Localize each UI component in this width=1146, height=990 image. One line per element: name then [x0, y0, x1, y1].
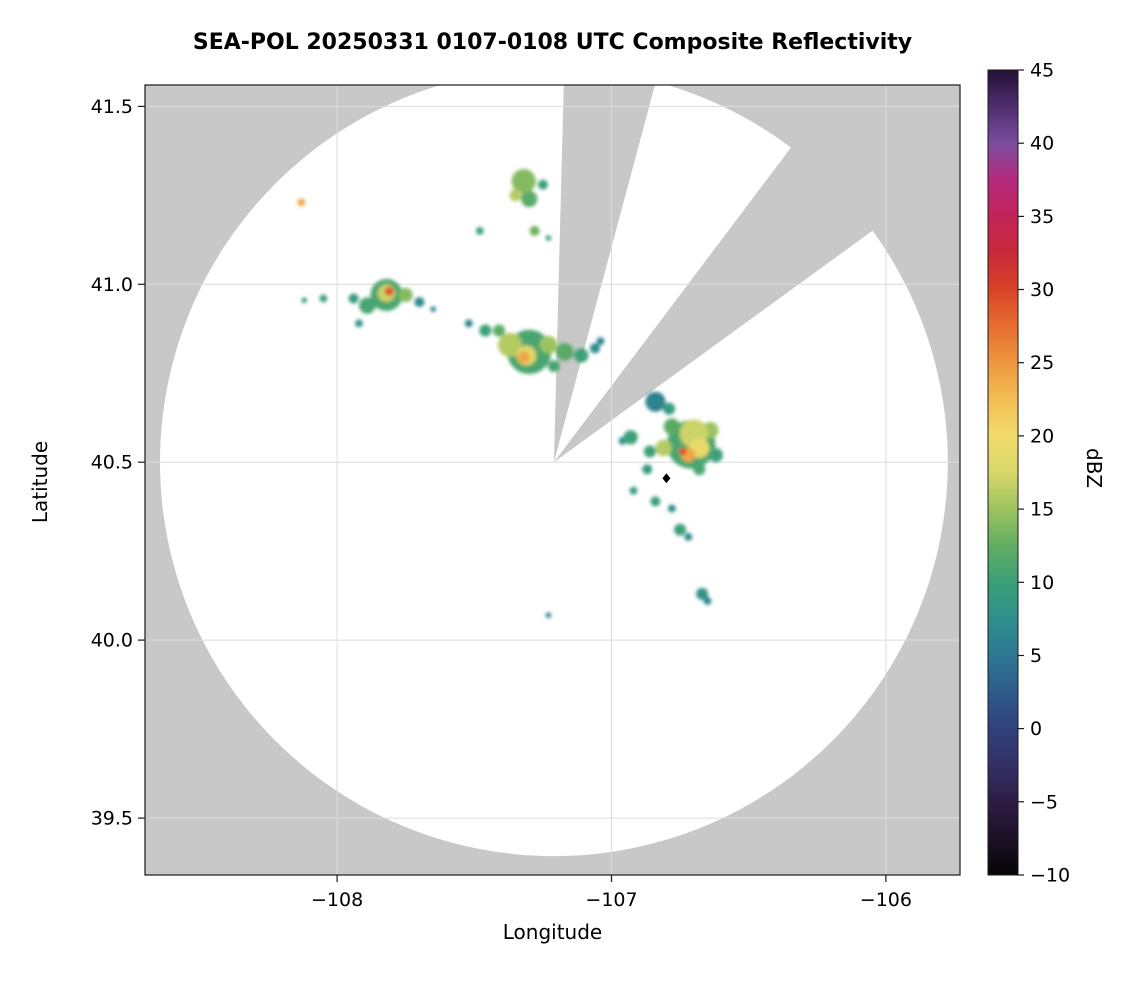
blocked-sector — [553, 85, 655, 463]
colorbar-tick-label: 40 — [1030, 133, 1054, 155]
colorbar-label: dBZ — [1082, 448, 1106, 489]
colorbar-tick-label: 5 — [1030, 645, 1042, 667]
colorbar-tick-label: 45 — [1030, 60, 1054, 82]
colorbar-tick-label: 10 — [1030, 572, 1054, 594]
site-marker — [662, 473, 671, 484]
chart-title: SEA-POL 20250331 0107-0108 UTC Composite… — [192, 30, 913, 55]
x-tick-label: −106 — [860, 889, 912, 911]
colorbar-tick-label: 20 — [1030, 425, 1054, 447]
colorbar-tick-label: 25 — [1030, 352, 1054, 374]
reflectivity-echoes — [297, 169, 723, 618]
colorbar-tick-label: 15 — [1030, 499, 1054, 521]
colorbar — [987, 69, 1019, 876]
axes-spine — [144, 84, 961, 876]
colorbar-tick-label: 0 — [1030, 718, 1042, 740]
colorbar-tick-label: −5 — [1030, 791, 1058, 813]
blocked-sector — [553, 85, 960, 463]
colorbar-tick-label: −10 — [1030, 865, 1070, 887]
colorbar-tick-label: 35 — [1030, 206, 1054, 228]
y-tick-label: 40.5 — [91, 452, 133, 474]
y-tick-label: 41.0 — [91, 274, 133, 296]
y-tick-label: 41.5 — [91, 96, 133, 118]
x-tick-label: −107 — [585, 889, 637, 911]
x-axis-label: Longitude — [502, 920, 603, 944]
x-tick-label: −108 — [311, 889, 363, 911]
colorbar-tick-label: 30 — [1030, 279, 1054, 301]
y-tick-label: 39.5 — [91, 808, 133, 830]
y-tick-label: 40.0 — [91, 630, 133, 652]
